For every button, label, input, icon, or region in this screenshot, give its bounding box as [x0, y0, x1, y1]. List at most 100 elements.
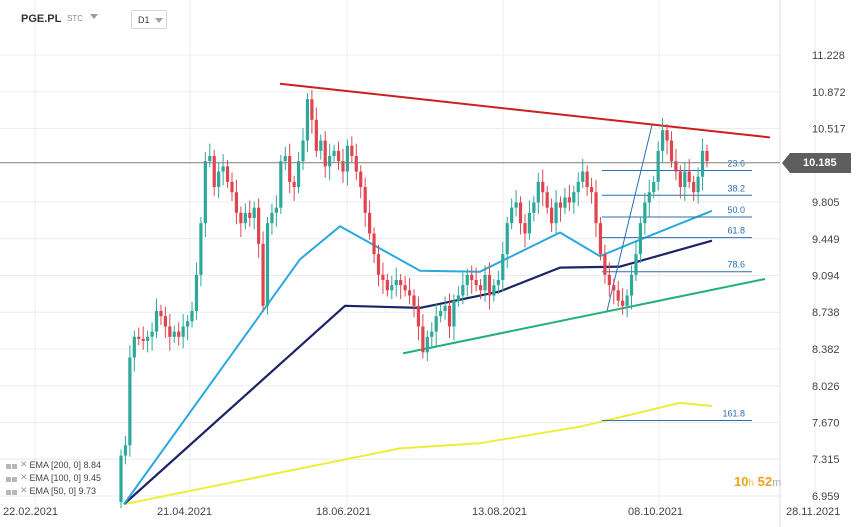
- bull-candle: [465, 268, 469, 297]
- candle-body: [350, 145, 354, 157]
- candle-body: [248, 212, 252, 219]
- candle-body: [407, 290, 412, 296]
- candle-body: [612, 285, 616, 291]
- drag-handle-icon[interactable]: [6, 474, 18, 482]
- trendlines[interactable]: [279, 82, 771, 355]
- candle-body: [168, 326, 172, 337]
- bull-candle: [279, 154, 283, 214]
- timeframe-select[interactable]: D1: [131, 10, 167, 29]
- bear-candle: [558, 196, 563, 222]
- bull-candle: [319, 134, 323, 160]
- bull-candle: [119, 449, 123, 509]
- ema-series-line: [123, 239, 713, 506]
- x-tick-label: 18.06.2021: [316, 506, 371, 518]
- bull-candle: [496, 270, 500, 294]
- y-tick-label: 7.315: [812, 454, 840, 466]
- candle-body: [576, 181, 580, 193]
- legend-item-ema-100[interactable]: ✕ EMA [100, 0] 9.45: [6, 472, 101, 485]
- candle-body: [128, 357, 132, 446]
- candle-body: [585, 171, 589, 188]
- candle-body: [181, 326, 185, 337]
- bear-candle: [177, 322, 181, 346]
- bull-candle: [132, 330, 136, 372]
- y-tick-label: 10.872: [812, 87, 846, 99]
- y-tick-label: 9.094: [812, 270, 840, 282]
- drag-handle-icon[interactable]: [6, 487, 18, 495]
- candle-body: [399, 279, 403, 286]
- close-icon[interactable]: ✕: [20, 459, 28, 470]
- candle-body: [629, 274, 634, 296]
- candle-body: [230, 181, 234, 193]
- bull-candle: [638, 216, 643, 263]
- y-tick-label: 7.670: [812, 418, 840, 430]
- y-tick-label: 9.449: [812, 234, 840, 246]
- bear-candle: [234, 179, 239, 225]
- x-tick-label: 13.08.2021: [472, 506, 527, 518]
- candle-body: [314, 119, 318, 151]
- candle-body: [305, 99, 310, 141]
- market-chevron-down-icon[interactable]: [90, 14, 98, 19]
- candle-body: [434, 316, 438, 332]
- candle-body: [137, 336, 141, 339]
- candle-body: [661, 130, 665, 151]
- bull-candle: [536, 172, 540, 214]
- bull-candle: [199, 216, 203, 287]
- drag-handle-icon[interactable]: [6, 461, 18, 469]
- bull-candle: [301, 128, 305, 170]
- y-axis: 11.228 10.872 10.517 9.805 9.449 9.094 8.738 8.…: [812, 50, 846, 503]
- candle-body: [430, 331, 434, 337]
- bear-candle: [239, 206, 243, 238]
- legend-item-ema-50[interactable]: ✕ EMA [50, 0] 9.73: [6, 485, 101, 498]
- candle-body: [647, 192, 651, 203]
- bull-candle: [252, 201, 256, 230]
- bull-candle: [683, 162, 687, 201]
- bull-candle: [128, 345, 132, 457]
- candle-body: [683, 171, 687, 188]
- bull-candle: [563, 188, 567, 214]
- candle-body: [563, 197, 567, 208]
- candle-body: [425, 336, 429, 353]
- symbol-label[interactable]: PGE.PL: [21, 13, 62, 25]
- bull-candle: [434, 303, 438, 346]
- candle-body: [146, 336, 150, 341]
- candle-body: [119, 455, 123, 503]
- bear-candle: [381, 262, 385, 294]
- candle-body: [634, 254, 638, 275]
- candle-body: [150, 331, 154, 337]
- fibonacci-retracement[interactable]: 23.6 38.2 50.0 61.8 78.6 161.8: [602, 124, 752, 421]
- candle-body: [518, 202, 523, 224]
- bear-candle: [385, 273, 389, 297]
- bull-candle: [661, 117, 665, 163]
- bear-candle: [585, 165, 589, 196]
- candle-body: [390, 285, 394, 291]
- candle-body: [257, 207, 261, 244]
- candle-body: [159, 310, 163, 317]
- candle-body: [270, 212, 274, 224]
- candle-body: [234, 192, 239, 213]
- y-tick-label: 8.026: [812, 381, 840, 393]
- legend-label: EMA [50, 0] 9.73: [29, 485, 97, 496]
- candle-body: [243, 212, 247, 224]
- candle-body: [265, 223, 270, 306]
- candle-body: [572, 192, 576, 203]
- candle-body: [341, 161, 345, 172]
- bear-candle: [363, 177, 367, 227]
- legend-item-ema-200[interactable]: ✕ EMA [200, 0] 8.84: [6, 459, 101, 472]
- close-icon[interactable]: ✕: [20, 472, 28, 483]
- candle-body: [692, 181, 696, 193]
- candle-body: [638, 223, 643, 255]
- candle-body: [483, 274, 487, 291]
- candle-body: [541, 181, 545, 193]
- bear-candle: [336, 141, 341, 170]
- candle-body: [616, 290, 620, 301]
- bear-candle: [678, 165, 682, 199]
- close-icon[interactable]: ✕: [20, 485, 28, 496]
- bear-candle: [665, 124, 669, 155]
- bear-candle: [310, 89, 314, 134]
- candle-body: [527, 212, 532, 234]
- bull-candle: [443, 296, 447, 320]
- bear-candle: [598, 216, 603, 261]
- bull-candle: [581, 159, 585, 189]
- candle-body: [532, 202, 536, 213]
